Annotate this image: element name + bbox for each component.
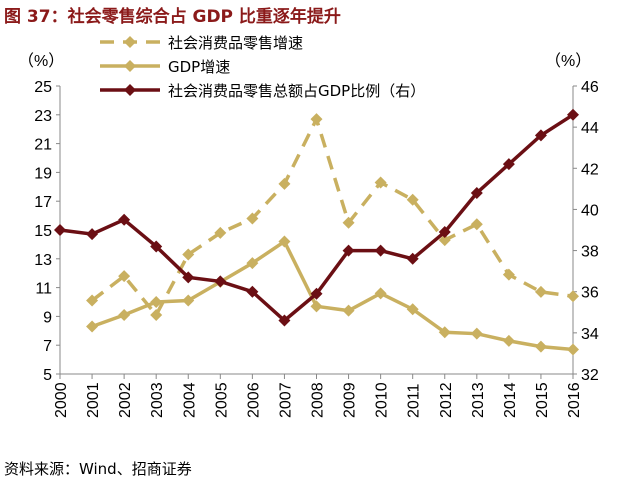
x-tick-label: 2001 (85, 382, 102, 418)
data-point-1 (470, 327, 483, 340)
data-point-1 (502, 334, 515, 347)
right-tick-label: 42 (581, 161, 599, 178)
data-point-1 (182, 294, 195, 307)
left-tick-label: 25 (34, 79, 52, 96)
data-point-2 (374, 244, 387, 257)
left-tick-label: 19 (34, 165, 52, 182)
data-point-1 (342, 304, 355, 317)
data-point-1 (438, 326, 451, 339)
data-point-0 (86, 294, 99, 307)
left-tick-label: 15 (34, 223, 52, 240)
data-point-2 (406, 252, 419, 265)
data-point-1 (246, 257, 259, 270)
left-tick-label: 23 (34, 108, 52, 125)
source-note: 资料来源：Wind、招商证券 (4, 460, 192, 478)
data-point-0 (567, 290, 579, 303)
series-line-1 (91, 238, 574, 352)
right-tick-label: 38 (581, 244, 599, 261)
data-point-0 (182, 248, 195, 261)
data-point-1 (278, 235, 291, 248)
left-tick-label: 9 (43, 309, 52, 326)
data-point-2 (214, 275, 227, 288)
data-point-0 (374, 176, 387, 189)
data-point-2 (150, 240, 163, 253)
data-point-1 (567, 343, 579, 356)
data-point-2 (534, 129, 547, 142)
data-point-2 (54, 224, 66, 236)
x-tick-label: 2013 (470, 382, 487, 418)
right-tick-label: 44 (581, 120, 599, 137)
x-tick-label: 2015 (534, 382, 551, 418)
data-point-1 (406, 303, 419, 316)
left-tick-label: 7 (43, 338, 52, 355)
chart-title: 图 37：社会零售综合占 GDP 比重逐年提升 (4, 7, 341, 27)
data-point-1 (310, 300, 323, 313)
data-point-0 (214, 226, 227, 239)
data-point-2 (182, 271, 195, 284)
data-point-0 (310, 113, 323, 126)
data-point-2 (438, 226, 451, 239)
right-tick-label: 40 (581, 202, 599, 219)
data-point-2 (278, 314, 291, 327)
x-tick-label: 2004 (181, 382, 198, 418)
data-point-1 (374, 287, 387, 300)
legend-label-0: 社会消费品零售增速 (168, 34, 303, 52)
left-tick-label: 13 (34, 252, 52, 269)
data-point-0 (150, 308, 163, 321)
data-point-2 (502, 158, 515, 171)
x-tick-label: 2008 (310, 382, 327, 418)
legend-marker-0 (124, 36, 136, 48)
data-point-1 (150, 296, 163, 308)
right-tick-label: 34 (581, 326, 599, 343)
x-tick-label: 2009 (342, 382, 359, 418)
data-point-0 (278, 177, 291, 190)
x-tick-label: 2010 (374, 382, 391, 418)
data-point-0 (118, 270, 131, 283)
left-tick-label: 21 (34, 137, 52, 154)
x-tick-label: 2014 (502, 382, 519, 418)
legend-label-2: 社会消费品零售总额占GDP比例（右） (168, 82, 425, 100)
series-line-0 (91, 114, 574, 319)
data-point-2 (567, 108, 579, 121)
data-point-1 (118, 308, 131, 321)
legend-label-1: GDP增速 (168, 58, 230, 76)
data-point-2 (310, 287, 323, 300)
data-point-0 (406, 193, 419, 206)
data-point-0 (502, 268, 515, 281)
x-tick-label: 2011 (406, 383, 423, 418)
left-axis-label: （%） (18, 52, 64, 70)
data-point-2 (342, 244, 355, 257)
right-axis-label: （%） (545, 52, 591, 70)
x-tick-label: 2005 (213, 382, 230, 418)
data-point-2 (246, 285, 259, 298)
right-tick-label: 36 (581, 285, 599, 302)
data-point-2 (118, 213, 131, 226)
x-tick-label: 2006 (245, 382, 262, 418)
data-point-0 (438, 234, 451, 247)
x-tick-label: 2016 (566, 382, 583, 418)
data-point-0 (534, 285, 547, 298)
left-tick-label: 11 (35, 281, 52, 298)
left-tick-label: 17 (34, 194, 52, 211)
right-tick-label: 32 (581, 367, 599, 384)
data-point-0 (470, 218, 483, 231)
x-tick-label: 2003 (149, 382, 166, 418)
data-point-2 (470, 186, 483, 199)
data-point-0 (246, 212, 259, 225)
data-point-1 (534, 340, 547, 353)
data-point-0 (342, 216, 355, 229)
left-tick-label: 5 (43, 367, 52, 384)
data-point-1 (86, 320, 99, 333)
x-tick-label: 2002 (117, 382, 134, 418)
x-tick-label: 2012 (438, 382, 455, 418)
x-tick-label: 2007 (277, 382, 294, 418)
x-tick-label: 2000 (53, 382, 70, 418)
data-point-2 (86, 228, 99, 241)
legend-marker-1 (124, 60, 136, 72)
right-tick-label: 46 (581, 79, 599, 96)
legend-marker-2 (124, 84, 136, 96)
